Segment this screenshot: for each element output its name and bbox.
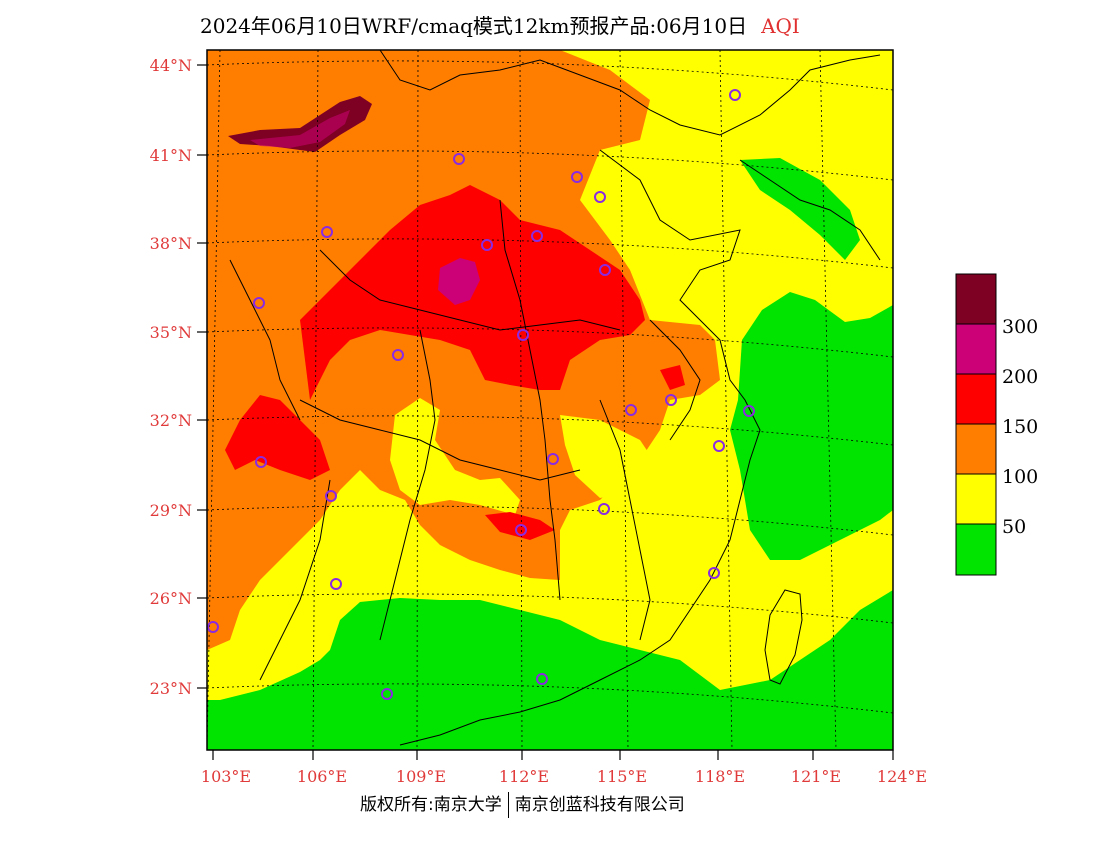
lat-label: 29°N (150, 501, 192, 520)
legend-label: 300 (1002, 316, 1038, 338)
lat-label: 38°N (150, 234, 192, 253)
legend-swatch-very-unhealthy (955, 323, 997, 375)
lon-label: 112°E (499, 767, 549, 786)
station-marker (207, 621, 219, 633)
station-marker (713, 440, 725, 452)
station-marker (571, 171, 583, 183)
station-marker (665, 394, 677, 406)
station-marker (321, 226, 333, 238)
lat-label: 35°N (150, 323, 192, 342)
credit-separator (507, 792, 509, 818)
station-marker (392, 349, 404, 361)
station-marker (599, 264, 611, 276)
legend-label: 50 (1002, 516, 1026, 538)
station-marker (708, 567, 720, 579)
lon-label: 115°E (597, 767, 647, 786)
latitude-labels: 44°N 41°N 38°N 35°N 32°N 29°N 26°N 23°N (150, 56, 192, 698)
station-marker (453, 153, 465, 165)
legend-swatch-sensitive (955, 423, 997, 475)
station-marker (517, 329, 529, 341)
band-hazardous (228, 96, 372, 152)
station-marker (381, 688, 393, 700)
band-moderate-pocket-2 (560, 415, 660, 498)
station-marker (515, 524, 527, 536)
lat-label: 32°N (150, 411, 192, 430)
station-marker (481, 239, 493, 251)
band-sensitive (207, 50, 720, 650)
lon-label: 109°E (396, 767, 446, 786)
station-marker (325, 490, 337, 502)
band-good-northeast (740, 158, 860, 260)
band-very-unhealthy-north (250, 110, 350, 148)
credit-left: 版权所有:南京大学 (360, 795, 502, 815)
borders (229, 50, 881, 746)
lon-label: 118°E (695, 767, 745, 786)
station-markers (207, 89, 755, 700)
figure-title: 2024年06月10日WRF/cmaq模式12km预报产品:06月10日 AQI (200, 10, 900, 39)
station-marker (531, 230, 543, 242)
lat-label: 23°N (150, 679, 192, 698)
graticule (207, 50, 893, 750)
legend-label: 100 (1002, 466, 1038, 488)
station-marker (594, 191, 606, 203)
station-marker (729, 89, 741, 101)
copyright-credit: 版权所有:南京大学 南京创蓝科技有限公司 (360, 790, 780, 818)
station-marker (598, 503, 610, 515)
station-marker (536, 673, 548, 685)
lon-label: 121°E (791, 767, 841, 786)
station-marker (743, 405, 755, 417)
legend-swatch-hazardous (955, 273, 997, 325)
lat-label: 26°N (150, 589, 192, 608)
band-moderate-pocket (390, 398, 520, 515)
station-marker (253, 297, 265, 309)
map-frame (206, 49, 894, 751)
lon-label: 106°E (297, 767, 347, 786)
lat-label: 41°N (150, 146, 192, 165)
station-marker (547, 453, 559, 465)
aqi-field (207, 50, 893, 750)
band-unhealthy-west (225, 395, 330, 480)
station-marker (330, 578, 342, 590)
aqi-legend: 300 200 150 100 50 (955, 273, 1038, 576)
band-unhealthy-east (660, 365, 685, 390)
legend-swatch-moderate (955, 473, 997, 525)
legend-label: 150 (1002, 416, 1038, 438)
band-very-unhealthy (438, 258, 480, 305)
lon-label: 103°E (201, 767, 251, 786)
lon-label: 124°E (877, 767, 927, 786)
longitude-labels: 103°E 106°E 109°E 112°E 115°E 118°E 121°… (201, 767, 927, 786)
station-marker (625, 404, 637, 416)
credit-right: 南京创蓝科技有限公司 (514, 795, 685, 815)
title-text: 2024年06月10日WRF/cmaq模式12km预报产品:06月10日 (200, 14, 748, 38)
station-marker (255, 456, 267, 468)
legend-label: 200 (1002, 366, 1038, 388)
legend-swatch-unhealthy (955, 373, 997, 425)
lat-label: 44°N (150, 56, 192, 75)
taiwan-outline (764, 589, 803, 685)
legend-swatch-good (955, 523, 997, 576)
product-label: AQI (761, 14, 800, 38)
axis-ticks (197, 64, 894, 760)
